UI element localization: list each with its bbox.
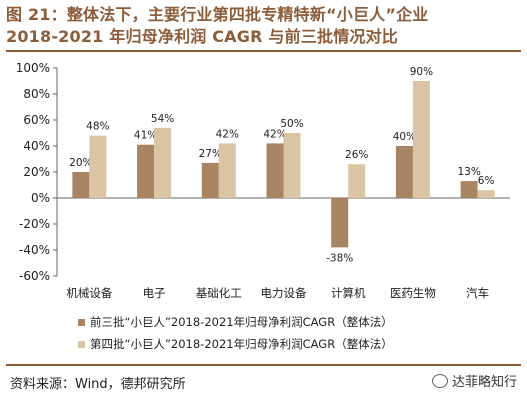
data-label: 27% xyxy=(199,148,222,160)
footer-rule xyxy=(6,364,521,366)
x-category-label: 汽车 xyxy=(466,286,489,300)
legend-label: 前三批“小巨人”2018-2021年归母净利润CAGR（整体法） xyxy=(90,315,393,329)
data-label: 48% xyxy=(86,121,109,133)
data-label: 90% xyxy=(410,66,433,78)
y-tick-label: 80% xyxy=(23,87,50,101)
y-tick-label: -60% xyxy=(19,269,50,283)
data-label: 6% xyxy=(478,175,495,187)
figure-title-line2: 2018-2021 年归母净利润 CAGR 与前三批情况对比 xyxy=(6,27,398,46)
data-label: 54% xyxy=(151,113,174,125)
data-label: 42% xyxy=(216,128,239,140)
source-note: 资料来源：Wind，德邦研究所 xyxy=(10,377,186,392)
data-label: 42% xyxy=(263,128,286,140)
y-tick-label: 60% xyxy=(23,113,50,127)
y-tick-label: 20% xyxy=(23,165,50,179)
x-category-label: 电力设备 xyxy=(261,286,307,300)
bar-series1 xyxy=(72,172,90,198)
wechat-icon xyxy=(431,373,448,388)
data-label: 50% xyxy=(280,118,303,130)
y-tick-label: 0% xyxy=(31,191,50,205)
bar-chart: -60% -40% -20% 0% 20% 40% 60% 80% 100% 20% 48% 机械设备… xyxy=(16,61,510,351)
figure-title-line1: 图 21：整体法下，主要行业第四批专精特新“小巨人”企业 xyxy=(6,5,429,24)
x-category-label: 医药生物 xyxy=(390,286,436,300)
bar-series2 xyxy=(89,135,107,198)
legend-swatch-series2 xyxy=(78,341,85,348)
legend-label: 第四批“小巨人”2018-2021年归母净利润CAGR（整体法） xyxy=(90,337,393,351)
bar-series2 xyxy=(477,190,495,198)
bar-series2 xyxy=(348,164,366,198)
data-label: -38% xyxy=(326,252,353,264)
bar-series2 xyxy=(412,81,430,198)
x-category-label: 计算机 xyxy=(331,286,366,300)
y-tick-label: 40% xyxy=(23,139,50,153)
bar-series1 xyxy=(331,198,349,248)
bar-series2 xyxy=(283,133,301,198)
data-label: 41% xyxy=(134,130,157,142)
x-category-label: 基础化工 xyxy=(196,286,242,300)
bar-series1 xyxy=(460,181,478,198)
x-category-label: 机械设备 xyxy=(66,286,112,300)
data-label: 20% xyxy=(69,157,92,169)
legend-swatch-series1 xyxy=(78,319,85,326)
bar-series1 xyxy=(201,162,219,198)
title-rule xyxy=(6,50,521,52)
y-tick-label: 100% xyxy=(16,61,50,75)
bar-series1 xyxy=(137,144,155,198)
y-tick-label: -40% xyxy=(19,243,50,257)
data-label: 40% xyxy=(393,131,416,143)
bar-series1 xyxy=(266,143,284,198)
watermark: 达菲略知行 xyxy=(431,371,517,390)
bar-series2 xyxy=(154,127,172,198)
bar-series2 xyxy=(218,143,236,198)
data-label: 26% xyxy=(345,149,368,161)
watermark-text: 达菲略知行 xyxy=(451,375,517,390)
bar-series1 xyxy=(395,146,413,198)
y-tick-label: -20% xyxy=(19,217,50,231)
data-label: 13% xyxy=(457,166,480,178)
x-category-label: 电子 xyxy=(143,286,166,300)
